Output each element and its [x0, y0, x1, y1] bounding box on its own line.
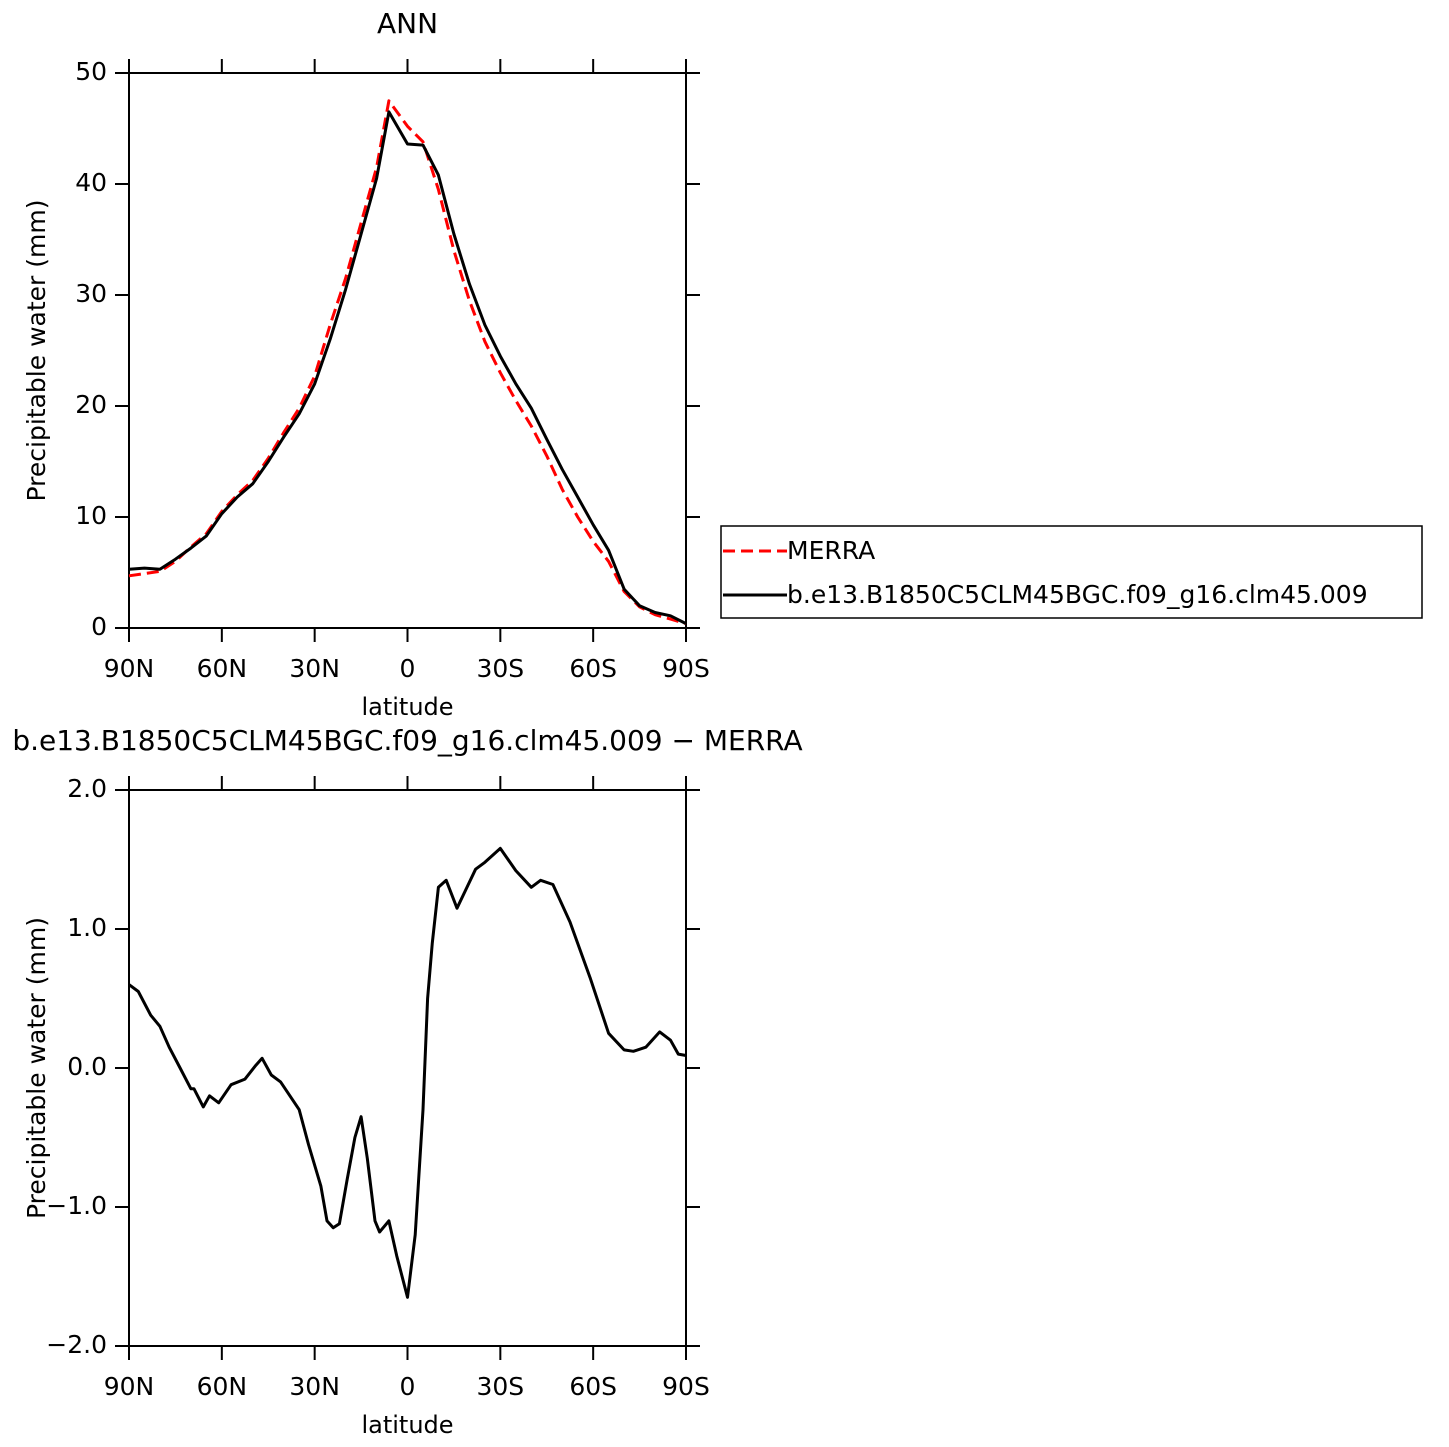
x-tick-label: 0: [400, 654, 416, 683]
x-tick-label: 30S: [476, 654, 524, 683]
y-tick-label: 20: [75, 390, 107, 419]
chart-title: ANN: [377, 7, 438, 40]
y-tick-label: 2.0: [67, 774, 107, 803]
y-tick-label: 0: [91, 612, 107, 641]
legend-label: b.e13.B1850C5CLM45BGC.f09_g16.clm45.009: [787, 580, 1368, 609]
x-tick-label: 90S: [662, 654, 710, 683]
plot-frame: [128, 789, 687, 1347]
y-tick-label: 40: [75, 168, 107, 197]
y-tick-label: −2.0: [46, 1330, 107, 1359]
data-line: [128, 846, 687, 1299]
y-axis-label: Precipitable water (mm): [22, 200, 51, 502]
x-tick-label: 30N: [289, 1372, 340, 1401]
y-axis-label: Precipitable water (mm): [22, 917, 51, 1219]
legend-label: MERRA: [787, 536, 875, 565]
x-tick-label: 60S: [569, 1372, 617, 1401]
legend-box: [720, 525, 1423, 619]
x-axis-label: latitude: [361, 693, 453, 721]
x-tick-label: 30S: [476, 1372, 524, 1401]
y-tick-label: 50: [75, 57, 107, 86]
y-tick-label: 0.0: [67, 1052, 107, 1081]
x-tick-label: 0: [400, 1372, 416, 1401]
chart-title: b.e13.B1850C5CLM45BGC.f09_g16.clm45.009 …: [12, 724, 802, 757]
y-tick-label: 1.0: [67, 913, 107, 942]
x-tick-label: 60N: [197, 654, 248, 683]
x-tick-label: 90S: [662, 1372, 710, 1401]
y-tick-label: −1.0: [46, 1191, 107, 1220]
y-tick-label: 10: [75, 501, 107, 530]
x-tick-label: 90N: [104, 1372, 155, 1401]
x-tick-label: 60N: [197, 1372, 248, 1401]
data-line: [128, 99, 687, 626]
x-tick-label: 90N: [104, 654, 155, 683]
data-line: [128, 110, 687, 625]
y-tick-label: 30: [75, 279, 107, 308]
x-tick-label: 60S: [569, 654, 617, 683]
x-tick-label: 30N: [289, 654, 340, 683]
plot-frame: [128, 72, 687, 629]
x-axis-label: latitude: [361, 1411, 453, 1439]
